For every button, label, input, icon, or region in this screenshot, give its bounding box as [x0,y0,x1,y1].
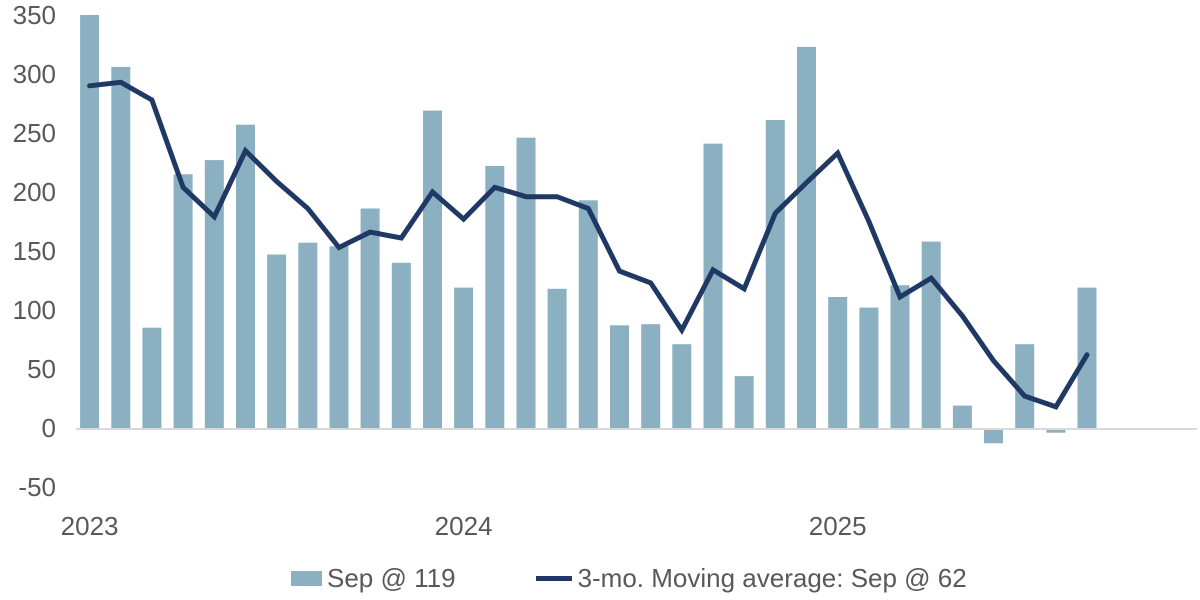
bar [204,160,224,428]
y-axis-tick-label: 250 [13,118,56,148]
bar [267,254,287,428]
line-series-swatch [535,576,572,581]
y-axis-tick-label: 150 [13,236,56,266]
x-axis-tick-label: 2025 [809,511,867,541]
legend: Sep @ 119 3-mo. Moving average: Sep @ 62 [291,563,967,594]
bar [360,208,380,428]
y-axis-tick-label: 0 [42,413,56,443]
moving-average-line [87,79,1090,410]
bar [1046,428,1066,433]
bar-series-label: Sep @ 119 [327,563,456,593]
bar [765,120,785,428]
bar [142,327,162,428]
line-series-label: 3-mo. Moving average: Sep @ 62 [577,563,967,593]
y-axis-tick-label: 50 [27,354,56,384]
bar [111,66,131,429]
bar [890,285,910,428]
bar [236,124,255,428]
y-axis-tick-label: 100 [13,295,56,325]
bar [423,110,442,428]
y-axis-tick-label: 200 [13,177,56,207]
y-axis-tick-label: 350 [13,0,56,30]
bar [921,241,941,428]
bar [734,376,754,428]
bar [329,246,349,428]
bar [485,166,505,428]
bar [610,325,629,428]
bar [516,137,536,428]
bar [952,405,972,428]
bar [984,428,1003,444]
bar [641,324,661,428]
bar [391,262,411,428]
bar [80,15,100,428]
bar [1015,344,1035,428]
bar [454,287,474,428]
legend-item-line-series: 3-mo. Moving average: Sep @ 62 [535,563,967,594]
bar-series-swatch [291,571,322,586]
y-axis-tick-label: 300 [13,59,56,89]
bar [859,307,879,428]
bar [828,297,848,428]
bar [547,288,567,428]
y-axis-tick-label: -50 [18,472,56,502]
bar [173,174,193,428]
legend-item-bar-series: Sep @ 119 [291,563,456,594]
bar [298,242,318,428]
bar [578,200,598,428]
bar [797,46,816,429]
x-axis-tick-label: 2024 [435,511,493,541]
bar [672,344,692,428]
x-axis-tick-label: 2023 [61,511,119,541]
bar [703,143,723,428]
